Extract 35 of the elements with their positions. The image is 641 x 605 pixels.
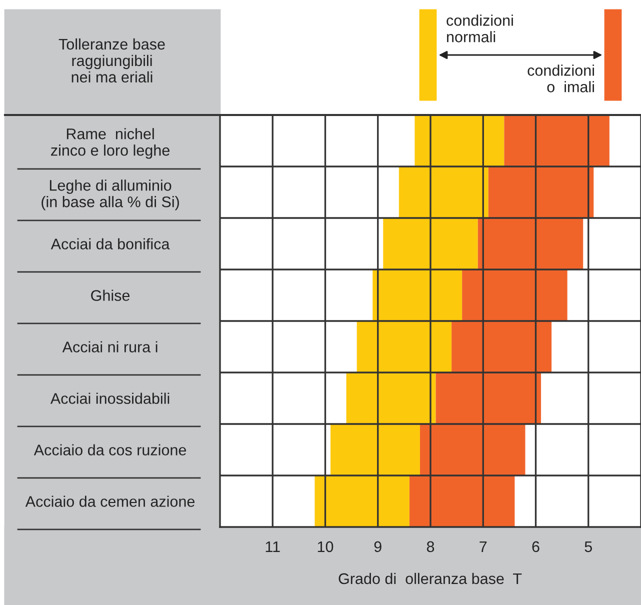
x-tick-label: 6 bbox=[532, 541, 540, 552]
y-tick-label: Rame nichel zinco e loro leghe bbox=[51, 128, 170, 159]
x-axis-title: Grado di olleranza base T bbox=[338, 572, 522, 584]
y-tick-label: Acciaio da cos ruzione bbox=[34, 444, 186, 456]
bar bbox=[330, 424, 420, 476]
bar bbox=[356, 321, 452, 372]
x-tick-label: 9 bbox=[374, 541, 382, 552]
bar bbox=[314, 476, 410, 527]
y-tick-label: Acciai ni rura i bbox=[62, 341, 158, 352]
bar bbox=[478, 218, 584, 270]
series-label: condizioni o imali bbox=[528, 64, 594, 92]
bar bbox=[414, 115, 504, 166]
y-tick-label: Acciai da bonifica bbox=[50, 238, 170, 250]
x-tick-label: 11 bbox=[266, 541, 280, 552]
bar bbox=[383, 218, 478, 270]
y-tick-label: Leghe di alluminio (in base alla % di Si) bbox=[42, 180, 179, 210]
bar bbox=[462, 270, 568, 321]
y-tick-label: Ghise bbox=[91, 290, 130, 301]
x-tick-label: 8 bbox=[426, 541, 434, 552]
text: condizioni normali bbox=[446, 14, 513, 42]
bar bbox=[372, 270, 462, 321]
bar bbox=[436, 372, 542, 424]
x-tick-label: 5 bbox=[584, 541, 592, 552]
y-tick-label: Acciai inossidabili bbox=[50, 392, 170, 404]
bar bbox=[420, 424, 526, 476]
y-axis-title: Tolleranze base raggiungibili nei ma eriali bbox=[58, 38, 165, 83]
y-tick-label: Acciaio da cemen azione bbox=[25, 496, 195, 507]
bar bbox=[504, 115, 610, 166]
x-tick-label: 7 bbox=[480, 541, 487, 552]
bar bbox=[488, 166, 594, 218]
bar bbox=[409, 476, 515, 527]
bar bbox=[346, 372, 436, 424]
bar bbox=[398, 166, 488, 218]
x-tick-label: 10 bbox=[318, 541, 334, 552]
bar bbox=[452, 321, 552, 372]
